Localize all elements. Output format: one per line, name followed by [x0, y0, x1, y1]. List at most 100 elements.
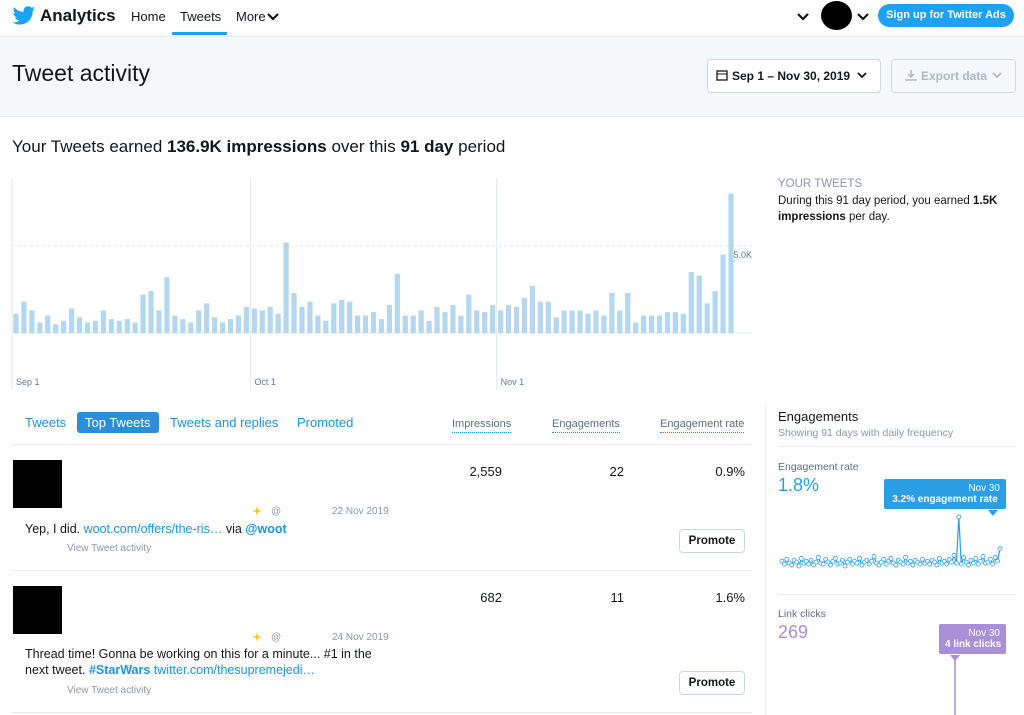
bar	[29, 310, 35, 333]
panel-subtitle: Showing 91 days with daily frequency	[778, 427, 954, 439]
tooltip: Nov 30 4 link clicks	[939, 624, 1006, 654]
column-header[interactable]: Impressions	[452, 418, 512, 433]
y-tick-label: 5.0K	[733, 250, 752, 260]
tweet-link[interactable]: @woot	[245, 522, 287, 536]
bar	[188, 322, 194, 333]
bar	[656, 315, 663, 333]
tweet-link[interactable]: twitter.com/thesupremejedi…	[153, 663, 315, 677]
bar	[521, 298, 528, 333]
tweet-handle[interactable]: @	[271, 632, 282, 643]
bar	[362, 315, 369, 333]
bar	[307, 301, 313, 333]
date-range[interactable]: Sep 1 – Nov 30, 2019	[732, 69, 851, 83]
bar	[140, 294, 146, 333]
sparkline-point	[987, 556, 993, 562]
bar	[339, 299, 345, 333]
bar	[625, 292, 631, 333]
x-tick-label: Nov 1	[501, 377, 525, 387]
sparkle-icon	[252, 632, 262, 642]
side-note: During this 91 day period, you earned 1.…	[778, 193, 1018, 225]
sparkline-point	[828, 562, 833, 568]
chevron[interactable]	[857, 12, 869, 22]
brand[interactable]: Analytics	[40, 6, 116, 25]
bar	[76, 317, 83, 333]
bar	[505, 305, 512, 333]
chevron[interactable]	[797, 12, 809, 22]
row-border	[12, 570, 752, 571]
tweet-text-part: via	[225, 522, 242, 536]
bar	[21, 301, 27, 333]
tab[interactable]: Promoted	[297, 415, 354, 430]
activity-link[interactable]: View Tweet activity	[67, 685, 152, 696]
panel-divider	[765, 405, 766, 715]
bar	[299, 306, 305, 333]
export-label[interactable]: Export data	[921, 69, 988, 83]
column-header[interactable]: Engagements	[552, 418, 620, 433]
bar	[410, 315, 416, 333]
sparkline-point	[910, 562, 916, 568]
tweet-link[interactable]: #StarWars	[88, 663, 151, 677]
sparkline-point	[842, 563, 848, 569]
bar	[378, 319, 385, 333]
page-title: Tweet activity	[12, 60, 151, 86]
nav-link[interactable]: More	[236, 9, 266, 24]
sparkline-point	[820, 561, 826, 567]
avatar[interactable]	[821, 1, 852, 30]
bar	[680, 313, 686, 333]
sparkline-point	[917, 561, 923, 567]
tweet-avatar[interactable]	[13, 586, 62, 634]
tweet-handle[interactable]: @	[271, 506, 282, 517]
bar	[92, 320, 99, 333]
tooltip-text: 4 link clicks	[945, 639, 1002, 650]
sparkline-point	[961, 554, 967, 560]
bar	[664, 312, 671, 333]
row-border	[12, 712, 752, 713]
bar	[633, 322, 639, 333]
tooltip-date: Nov 30	[968, 483, 1000, 494]
sparkline-point	[958, 561, 964, 567]
tab[interactable]: Top Tweets	[77, 412, 159, 433]
bar	[617, 310, 623, 333]
nav-link[interactable]: Home	[131, 9, 166, 24]
side-heading: YOUR TWEETS	[778, 178, 863, 190]
tweet-text: Thread time! Gonna be working on this fo…	[25, 646, 380, 678]
nav-link[interactable]: Tweets	[180, 9, 222, 24]
bar	[251, 308, 257, 333]
bar	[267, 306, 273, 333]
logo[interactable]	[12, 6, 36, 26]
bar	[561, 310, 567, 333]
sparkline-point	[990, 561, 996, 567]
sparkline-point	[813, 559, 819, 565]
column-header[interactable]: Engagement rate	[660, 418, 745, 433]
bar	[577, 310, 583, 333]
x-tick-label: Oct 1	[254, 377, 276, 387]
panel-border	[778, 594, 1016, 595]
bar	[275, 313, 281, 333]
tweet-avatar[interactable]	[13, 460, 62, 508]
bar	[537, 301, 543, 333]
signup-button[interactable]: Sign up for Twitter Ads	[878, 4, 1014, 27]
tab[interactable]: Tweets	[25, 415, 67, 430]
bar	[315, 315, 321, 333]
bar	[211, 317, 218, 333]
date-range-button[interactable]	[707, 59, 881, 93]
bar	[235, 315, 242, 333]
tweet-date[interactable]: 24 Nov 2019	[332, 632, 389, 643]
bar	[164, 277, 170, 333]
activity-link[interactable]: View Tweet activity	[67, 543, 152, 554]
bar	[648, 315, 655, 333]
bar	[609, 292, 615, 333]
promote-button[interactable]: Promote	[679, 671, 745, 695]
tab[interactable]: Tweets and replies	[170, 415, 279, 430]
tweet-link[interactable]: woot.com/offers/the-ris…	[83, 522, 223, 536]
sparkline-point	[954, 560, 959, 566]
metric-total: 269	[778, 622, 809, 642]
bar	[394, 273, 400, 333]
sparkline-point	[840, 557, 845, 563]
bar	[672, 312, 679, 333]
tweet-date[interactable]: 22 Nov 2019	[332, 506, 389, 517]
metric-value: 1.6%	[715, 590, 745, 605]
promote-button[interactable]: Promote	[679, 529, 745, 553]
bar	[458, 315, 464, 333]
bar	[53, 324, 59, 333]
